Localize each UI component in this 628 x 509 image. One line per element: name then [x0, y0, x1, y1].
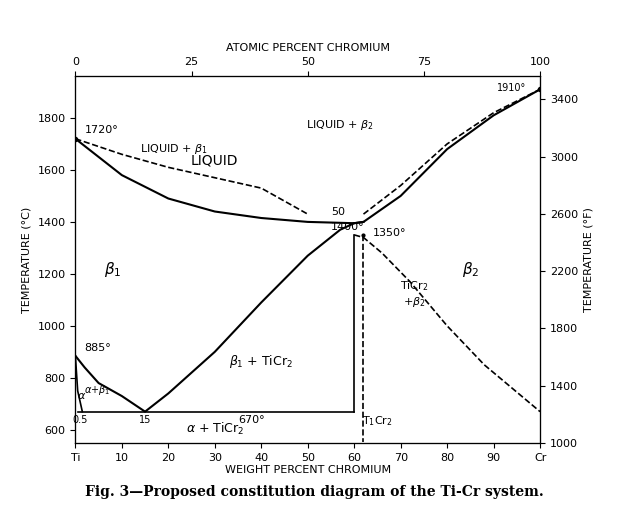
Text: 1350°: 1350°	[373, 228, 406, 238]
X-axis label: ATOMIC PERCENT CHROMIUM: ATOMIC PERCENT CHROMIUM	[225, 43, 390, 53]
Text: 15: 15	[139, 415, 151, 425]
Text: $\beta_1$ + TiCr$_2$: $\beta_1$ + TiCr$_2$	[229, 353, 293, 370]
Text: 670°: 670°	[239, 415, 265, 425]
Text: $\alpha$: $\alpha$	[77, 390, 87, 401]
Text: Fig. 3—Proposed constitution diagram of the Ti-Cr system.: Fig. 3—Proposed constitution diagram of …	[85, 485, 543, 499]
Y-axis label: TEMPERATURE (°C): TEMPERATURE (°C)	[22, 207, 32, 313]
Text: $\alpha$ + TiCr$_2$: $\alpha$ + TiCr$_2$	[186, 420, 244, 437]
Y-axis label: TEMPERATURE (°F): TEMPERATURE (°F)	[583, 207, 593, 312]
Text: 0.5: 0.5	[72, 415, 88, 425]
X-axis label: WEIGHT PERCENT CHROMIUM: WEIGHT PERCENT CHROMIUM	[225, 465, 391, 475]
Text: 1910°: 1910°	[497, 83, 526, 93]
Text: 885°: 885°	[85, 343, 111, 353]
Text: $\beta_2$: $\beta_2$	[462, 260, 479, 279]
Text: TiCr$_2$
+$\beta_2$: TiCr$_2$ +$\beta_2$	[401, 279, 429, 309]
Text: LIQUID + $\beta_1$: LIQUID + $\beta_1$	[141, 142, 208, 156]
Text: 1720°: 1720°	[85, 125, 119, 135]
Text: 1400°: 1400°	[331, 222, 365, 232]
Text: $\beta_1$: $\beta_1$	[104, 260, 121, 279]
Text: T$_1$Cr$_2$: T$_1$Cr$_2$	[362, 415, 392, 429]
Text: 50: 50	[331, 207, 345, 217]
Text: LIQUID: LIQUID	[191, 154, 239, 168]
Text: LIQUID + $\beta_2$: LIQUID + $\beta_2$	[306, 118, 374, 132]
Text: $\alpha$+$\beta_1$: $\alpha$+$\beta_1$	[84, 383, 110, 398]
